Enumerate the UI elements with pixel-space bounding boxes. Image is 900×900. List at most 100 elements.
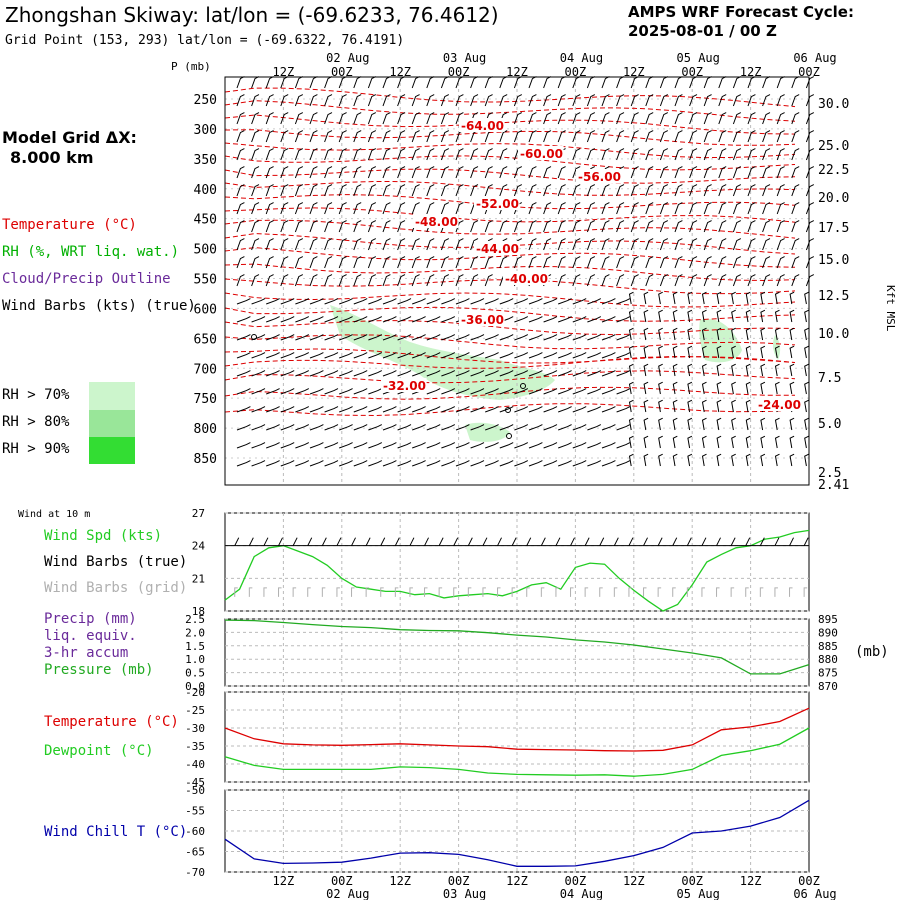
precip-pressure-tick: 0.0 [185,680,205,693]
wind-barb [294,94,304,107]
wind-barb [687,417,693,431]
wind-barb [586,112,596,125]
wind-barb [440,166,450,179]
wind-barb [616,298,631,305]
wind-barb [353,316,368,323]
wind-barb [601,220,610,233]
grid-wind-barb [745,587,749,597]
temperature-contour [224,355,796,369]
wind-barb [324,388,339,395]
wind-barb [543,130,552,143]
wind-barb [251,220,260,233]
wind-barb [236,166,245,179]
precip-pressure-tick: 2.0 [185,626,205,639]
wind-barb [557,112,566,125]
wind-barb [499,334,514,341]
wind-barb [338,148,347,161]
wind-barb [587,316,602,323]
wind-barb [586,202,596,215]
wind-barb [426,460,441,467]
wind-barb [616,238,625,251]
temperature-tick: -25 [185,704,205,717]
wind-barb [543,94,552,107]
wind-barb [645,148,654,161]
wind-barb [674,130,683,143]
wind-barb [674,112,683,125]
wind-barb [397,334,412,341]
wind-barb [672,309,678,323]
wind-barb [251,256,260,269]
wind-barb [557,184,566,197]
wind-barb [789,417,795,431]
wind-barb [411,238,420,251]
wind-barb [265,274,274,287]
wind-barb [280,148,289,161]
precip-pressure-tick: 1.5 [185,640,205,653]
height-tick: 25.0 [818,139,849,154]
legend-rh70: RH > 70% [2,387,70,403]
wind-barb [689,220,698,233]
grid-wind-barb [774,587,778,597]
wind-barb [368,406,383,413]
wind-barb [689,184,698,197]
wind-barb [411,130,420,143]
wind-barb [701,381,707,395]
time-tick-top: 00Z [448,65,470,79]
wind-barb [338,220,347,233]
height-tick: 20.0 [818,191,849,206]
wind-barb [397,406,412,413]
wind-barb [628,363,634,377]
wind-barb [601,460,616,467]
surface-wind-barb [351,537,356,546]
wind-barb [294,184,304,197]
temperature-series-line [224,707,810,752]
wind-barb [630,148,639,161]
wind-barb [760,417,766,431]
wind-barb [514,334,529,341]
wind-barb [672,327,678,341]
wind-barb [397,166,406,179]
wind-barb [426,130,435,143]
wind-barb [367,256,377,269]
wind-chill-tick: -60 [185,825,205,838]
wind-barb [689,166,698,179]
wind-barb [616,460,631,467]
wind-barb [339,442,353,449]
pressure-tick: 700 [194,362,217,377]
temperature-contour-label: -36.00 [461,313,504,327]
wind-barb [543,298,558,305]
contour-label-bg [518,146,564,160]
date-tick-bottom: 02 Aug [326,887,369,900]
wind-barb [805,274,815,287]
wind-barb [732,94,742,107]
grid-wind-barb [380,587,384,597]
wind-barb [499,166,508,179]
wind-barb [280,352,295,359]
legend-temperature: Temperature (°C) [2,217,137,233]
wind-barb [470,424,485,431]
wind-barb [774,435,780,449]
wind-barb [294,238,304,251]
wind-barb [701,417,707,431]
wind-barb [338,256,347,269]
wind-barb [338,238,347,251]
wind-barb [280,442,295,449]
wind-barb [411,166,420,179]
wind-barb [528,238,537,251]
wind-barb [309,148,318,161]
wind-barb [558,388,572,395]
wind-barb [513,220,523,233]
wind-barb [543,184,552,197]
wind-barb [470,238,479,251]
wind-barb [455,334,470,341]
wind-barb [558,370,572,377]
wind-barb [382,352,397,359]
date-tick-top: 03 Aug [443,51,486,65]
wind-barb [382,424,397,431]
wind-barb [309,130,318,143]
wind-barb [645,256,654,269]
height-tick: 2.41 [818,478,849,493]
wind-barb [572,316,587,323]
wind-barb [774,453,780,467]
surface-wind-barb [672,537,678,546]
